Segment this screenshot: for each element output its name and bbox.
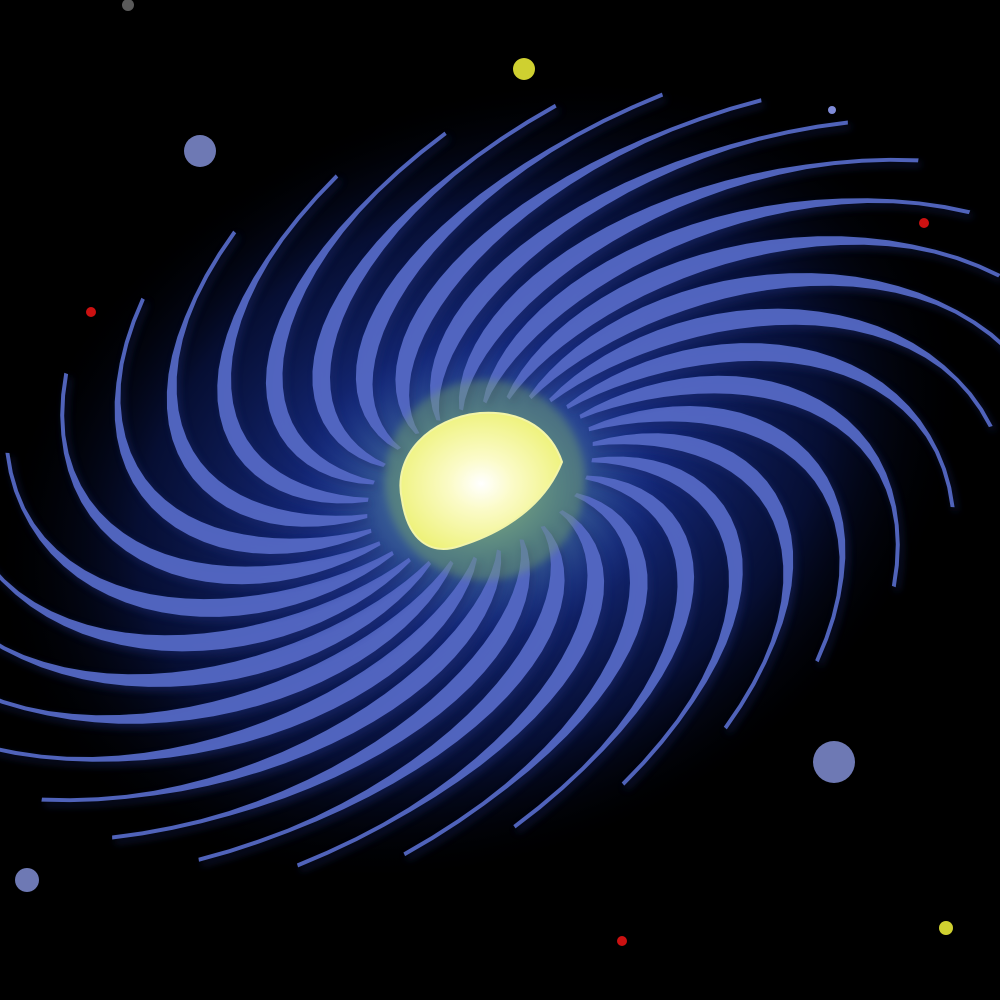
spiral-arm-shadow: [398, 102, 765, 439]
star-3: [513, 58, 535, 80]
spiral-arm-shadow: [358, 96, 667, 454]
spiral-arm: [296, 510, 605, 868]
spiral-arm: [112, 539, 530, 840]
spiral-arms: [0, 92, 1000, 872]
star-5: [919, 218, 929, 228]
galaxy-core-bulge: [399, 411, 564, 550]
spiral-arm: [355, 92, 664, 450]
star-8: [828, 106, 836, 114]
spiral-arm: [0, 556, 477, 762]
planet-2: [15, 868, 39, 892]
planet-1: [813, 741, 855, 783]
spiral-arm: [312, 103, 557, 468]
star-6: [86, 307, 96, 317]
spiral-arm: [549, 308, 993, 428]
spiral-arm: [198, 526, 565, 862]
star-7: [617, 936, 627, 946]
galaxy-core: [385, 380, 585, 580]
star-4: [939, 921, 953, 935]
planet-0: [184, 135, 216, 167]
spiral-arm: [403, 493, 648, 857]
spiral-arm: [0, 560, 454, 724]
spiral-arm-shadow: [531, 277, 1000, 404]
spiral-arm: [430, 120, 848, 421]
star-9: [122, 0, 134, 11]
spiral-arm: [41, 549, 502, 803]
spiral-arm: [0, 557, 411, 652]
background-stars: [15, 0, 953, 946]
spiral-arm: [0, 560, 432, 687]
spiral-arm-shadow: [461, 161, 922, 415]
spiral-arm: [458, 157, 919, 411]
spiral-arm: [395, 98, 762, 435]
